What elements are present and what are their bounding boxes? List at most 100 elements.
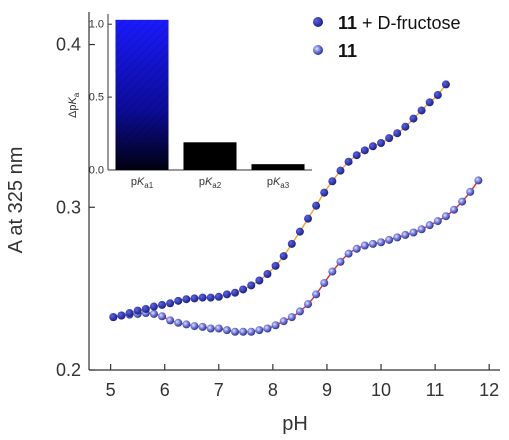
legend-label-fructose-rest: + D-fructose [357,13,461,33]
data-point-fructose [312,201,321,210]
x-tick-label: 9 [322,380,332,400]
data-point-11 [344,249,353,258]
data-point-11 [214,324,223,333]
data-point-11 [425,221,434,230]
data-point-fructose [279,252,288,261]
data-point-11 [328,267,337,276]
data-point-11 [222,326,231,335]
legend-entry-11: 11 [313,41,357,61]
data-point-11 [174,318,183,327]
data-point-fructose [401,122,410,131]
x-tick-label: 6 [160,380,170,400]
inset-y-ticks: 0.0 0.5 1.0 [89,19,112,177]
inset-bar-3 [251,164,305,170]
data-point-11 [206,324,215,333]
data-point-11 [263,324,272,333]
inset-y-tick-label: 0.0 [89,165,104,177]
inset-x-label: pKa1 [131,176,154,190]
legend: 11 + D-fructose 11 [313,13,461,61]
inset-bars [115,19,305,171]
data-point-11 [409,228,418,237]
data-point-fructose [247,281,256,290]
inset-x-label: pKa3 [267,176,290,190]
inset-y-title-sub: a [72,92,81,97]
y-tick-label: 0.2 [56,360,81,380]
data-point-fructose [198,293,207,302]
data-point-fructose [425,98,434,107]
x-tick-label: 5 [106,380,116,400]
data-point-11 [458,197,467,206]
inset-bar-2 [183,142,237,170]
data-point-11 [295,307,304,316]
inset-y-axis-title: ΔpKa [67,92,81,118]
inset-y-title-k: K [67,97,79,105]
data-point-11 [450,205,459,214]
inset-y-tick-label: 1.0 [89,19,104,31]
x-ticks: 5 6 7 8 9 10 11 12 [106,364,499,400]
data-point-fructose [141,304,150,313]
inset-bar-chart: 0.0 0.5 1.0 pKa1 pKa2 pKa3 ΔpKa [67,14,312,190]
data-point-11 [198,322,207,331]
data-point-11 [320,278,329,287]
data-point-11 [377,238,386,247]
fit-curve-11 [113,179,479,333]
data-point-11 [287,313,296,322]
data-point-11 [182,320,191,329]
data-point-11 [304,300,313,309]
data-point-fructose [263,269,272,278]
data-point-11 [271,321,280,330]
x-axis-title: pH [282,413,308,435]
data-point-fructose [433,90,442,99]
data-point-11 [158,312,167,321]
data-point-fructose [239,285,248,294]
data-point-fructose [385,134,394,143]
data-point-fructose [271,261,280,270]
data-point-fructose [360,146,369,155]
data-point-fructose [287,239,296,248]
data-points [109,80,483,336]
data-point-fructose [190,294,199,303]
data-point-fructose [158,300,167,309]
data-point-11 [385,235,394,244]
data-point-fructose [117,311,126,320]
data-point-11 [247,327,256,336]
data-point-11 [149,309,158,318]
data-point-11 [401,230,410,239]
data-point-fructose [182,295,191,304]
data-point-fructose [231,288,240,297]
legend-label-fructose: 11 + D-fructose [338,13,461,33]
data-point-11 [368,239,377,248]
legend-label-fructose-bold: 11 [338,13,357,33]
legend-label-11: 11 [338,41,357,61]
y-axis-title: A at 325 nm [5,147,27,254]
x-tick-label: 11 [426,380,445,400]
x-tick-label: 7 [214,380,224,400]
data-point-fructose [125,309,134,318]
data-point-11 [352,244,361,253]
data-point-fructose [336,166,345,175]
main-plot: 5 6 7 8 9 10 11 12 pH 0.2 0.3 0.4 A at 325 nm [5,12,500,435]
data-point-11 [190,322,199,331]
data-point-fructose [320,188,329,197]
data-point-fructose [255,276,264,285]
data-point-11 [417,225,426,234]
data-point-11 [433,217,442,226]
data-point-fructose [149,302,158,311]
data-point-fructose [352,151,361,160]
y-tick-label: 0.4 [56,35,81,55]
data-point-fructose [377,138,386,147]
data-point-11 [474,176,483,185]
x-tick-label: 12 [479,380,499,400]
data-point-fructose [417,106,426,115]
data-point-11 [466,187,475,196]
legend-marker-11 [313,45,323,55]
data-point-fructose [344,157,353,166]
data-point-fructose [133,306,142,315]
legend-entry-fructose: 11 + D-fructose [313,13,461,33]
data-point-fructose [166,299,175,308]
data-point-11 [336,257,345,266]
data-point-fructose [222,290,231,299]
data-point-11 [231,327,240,336]
data-point-fructose [109,313,118,322]
